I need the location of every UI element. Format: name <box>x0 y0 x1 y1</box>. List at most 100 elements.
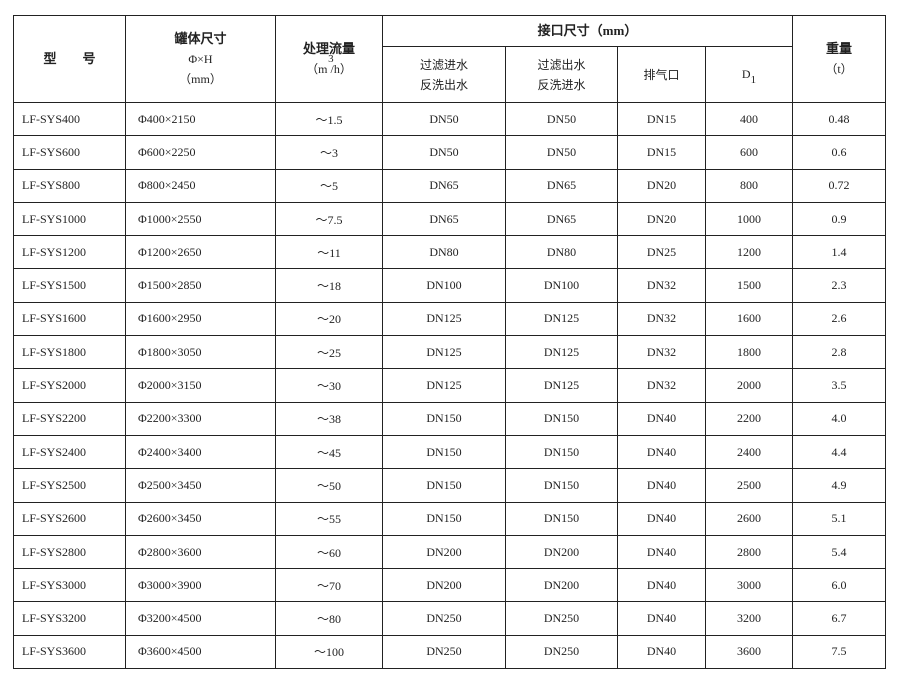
cell-port-vent: DN40 <box>617 534 706 570</box>
cell-port-outlet: DN50 <box>505 135 618 170</box>
cell-port-vent: DN40 <box>617 401 706 436</box>
cell-model: LF-SYS1800 <box>13 335 126 370</box>
cell-port-vent: DN40 <box>617 468 706 503</box>
cell-port-vent: DN40 <box>617 434 706 470</box>
cell-tank-size: Φ2400×3400 <box>125 434 276 470</box>
cell-tank-size: Φ800×2450 <box>125 168 276 203</box>
cell-port-inlet: DN150 <box>382 434 506 470</box>
cell-port-inlet: DN125 <box>382 335 506 370</box>
cell-port-inlet: DN150 <box>382 401 506 436</box>
cell-port-outlet: DN200 <box>505 568 618 603</box>
cell-weight: 0.48 <box>792 101 886 137</box>
cell-flow: ～25 <box>275 335 383 370</box>
cell-weight: 2.3 <box>792 268 886 303</box>
table-row: LF-SYS2500 Φ2500×3450 ～50 DN150 DN150 DN40 250… <box>13 468 886 503</box>
cell-port-outlet: DN150 <box>505 468 618 503</box>
table-row: LF-SYS1000 Φ1000×2550 ～7.5 DN65 DN65 DN20 1000… <box>13 201 886 237</box>
table-row: LF-SYS1200 Φ1200×2650 ～11 DN80 DN80 DN25 1200 1… <box>13 235 886 270</box>
header-port-d1: D1 <box>705 46 793 103</box>
cell-port-outlet: DN65 <box>505 168 618 203</box>
cell-port-d1: 3600 <box>705 634 793 670</box>
cell-port-inlet: DN150 <box>382 501 506 536</box>
cell-model: LF-SYS2000 <box>13 368 126 403</box>
cell-port-outlet: DN250 <box>505 634 618 670</box>
cell-port-vent: DN32 <box>617 301 706 337</box>
cell-tank-size: Φ2800×3600 <box>125 534 276 570</box>
cell-weight: 1.4 <box>792 235 886 270</box>
cell-port-outlet: DN50 <box>505 101 618 137</box>
cell-port-inlet: DN65 <box>382 168 506 203</box>
cell-port-inlet: DN100 <box>382 268 506 303</box>
table-row: LF-SYS2800 Φ2800×3600 ～60 DN200 DN200 DN40 280… <box>13 534 886 570</box>
cell-flow: ～18 <box>275 268 383 303</box>
cell-port-inlet: DN65 <box>382 201 506 237</box>
header-tank-size: 罐体尺寸 Φ×H （mm） <box>125 15 276 103</box>
cell-port-outlet: DN80 <box>505 235 618 270</box>
cell-tank-size: Φ1800×3050 <box>125 335 276 370</box>
cell-tank-size: Φ2500×3450 <box>125 468 276 503</box>
cell-port-vent: DN40 <box>617 634 706 670</box>
cell-port-outlet: DN150 <box>505 401 618 436</box>
cell-port-d1: 2000 <box>705 368 793 403</box>
cell-port-inlet: DN50 <box>382 135 506 170</box>
cell-port-d1: 800 <box>705 168 793 203</box>
cell-port-vent: DN40 <box>617 501 706 536</box>
cell-tank-size: Φ1000×2550 <box>125 201 276 237</box>
cell-port-inlet: DN150 <box>382 468 506 503</box>
table-row: LF-SYS3000 Φ3000×3900 ～70 DN200 DN200 DN40 300… <box>13 568 886 603</box>
cell-weight: 0.9 <box>792 201 886 237</box>
cell-port-inlet: DN50 <box>382 101 506 137</box>
cell-tank-size: Φ600×2250 <box>125 135 276 170</box>
cell-port-outlet: DN125 <box>505 368 618 403</box>
cell-model: LF-SYS1000 <box>13 201 126 237</box>
cell-weight: 6.7 <box>792 601 886 636</box>
cell-port-vent: DN40 <box>617 568 706 603</box>
cell-tank-size: Φ400×2150 <box>125 101 276 137</box>
cell-model: LF-SYS2500 <box>13 468 126 503</box>
cell-port-inlet: DN125 <box>382 301 506 337</box>
cell-port-vent: DN32 <box>617 368 706 403</box>
cell-model: LF-SYS3200 <box>13 601 126 636</box>
table-row: LF-SYS2400 Φ2400×3400 ～45 DN150 DN150 DN40 240… <box>13 434 886 470</box>
cell-weight: 5.1 <box>792 501 886 536</box>
cell-tank-size: Φ1600×2950 <box>125 301 276 337</box>
cell-weight: 0.6 <box>792 135 886 170</box>
cell-port-vent: DN15 <box>617 101 706 137</box>
cell-port-inlet: DN125 <box>382 368 506 403</box>
cell-port-vent: DN25 <box>617 235 706 270</box>
cell-port-vent: DN20 <box>617 201 706 237</box>
header-flow: 处理流量 （m /h） 3 <box>275 15 383 103</box>
cell-weight: 0.72 <box>792 168 886 203</box>
cell-model: LF-SYS1600 <box>13 301 126 337</box>
cell-tank-size: Φ1500×2850 <box>125 268 276 303</box>
cell-port-d1: 2200 <box>705 401 793 436</box>
cell-flow: ～38 <box>275 401 383 436</box>
cell-model: LF-SYS400 <box>13 101 126 137</box>
table-row: LF-SYS400 Φ400×2150 ～1.5 DN50 DN50 DN15 400 0.4… <box>13 101 886 137</box>
table-row: LF-SYS2200 Φ2200×3300 ～38 DN150 DN150 DN40 220… <box>13 401 886 436</box>
table-row: LF-SYS2000 Φ2000×3150 ～30 DN125 DN125 DN32 200… <box>13 368 886 403</box>
cell-model: LF-SYS2800 <box>13 534 126 570</box>
cell-tank-size: Φ2600×3450 <box>125 501 276 536</box>
cell-flow: ～5 <box>275 168 383 203</box>
cell-weight: 4.9 <box>792 468 886 503</box>
cell-port-d1: 1800 <box>705 335 793 370</box>
header-model: 型 号 <box>13 15 126 103</box>
cell-flow: ～100 <box>275 634 383 670</box>
header-port-inlet: 过滤进水 反洗出水 <box>382 46 506 103</box>
cell-weight: 2.6 <box>792 301 886 337</box>
cell-flow: ～30 <box>275 368 383 403</box>
table-row: LF-SYS1500 Φ1500×2850 ～18 DN100 DN100 DN32 150… <box>13 268 886 303</box>
spec-table: 型 号 罐体尺寸 Φ×H （mm） 处理流量 （m /h） 3 接口尺寸（mm） 重… <box>13 15 886 670</box>
cell-weight: 6.0 <box>792 568 886 603</box>
cell-model: LF-SYS3600 <box>13 634 126 670</box>
cell-port-d1: 2600 <box>705 501 793 536</box>
cell-tank-size: Φ3200×4500 <box>125 601 276 636</box>
cell-tank-size: Φ3600×4500 <box>125 634 276 670</box>
cell-weight: 7.5 <box>792 634 886 670</box>
cell-model: LF-SYS2400 <box>13 434 126 470</box>
header-port-outlet: 过滤出水 反洗进水 <box>505 46 618 103</box>
cell-port-outlet: DN125 <box>505 335 618 370</box>
cell-port-d1: 3000 <box>705 568 793 603</box>
cell-model: LF-SYS3000 <box>13 568 126 603</box>
